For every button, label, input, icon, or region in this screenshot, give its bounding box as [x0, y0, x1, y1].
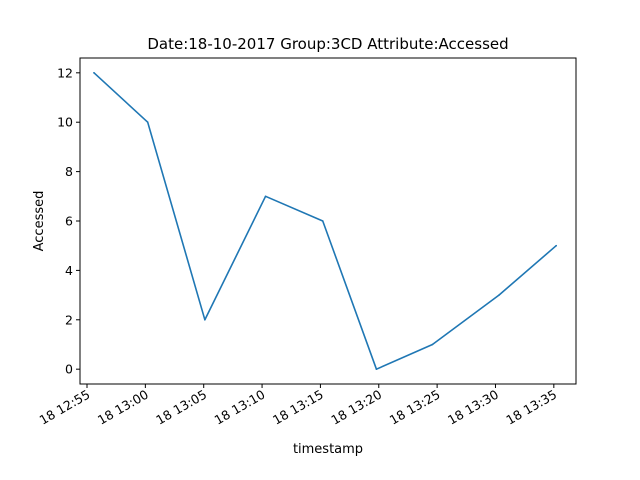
y-tick-label: 6 [65, 214, 73, 229]
series-line [93, 72, 557, 370]
x-tick-label: 18 13:25 [387, 387, 443, 428]
y-tick-label: 2 [65, 312, 73, 327]
x-tick-label: 18 13:05 [153, 387, 209, 428]
x-axis: 18 12:55 18 13:00 18 13:05 18 13:10 18 13:15… [37, 384, 559, 428]
data-point [498, 294, 500, 296]
data-point [375, 368, 378, 370]
x-axis-label: timestamp [293, 442, 363, 457]
y-tick-label: 12 [57, 65, 73, 80]
y-tick-label: 8 [65, 164, 73, 179]
data-point [264, 195, 267, 198]
data-point [431, 343, 434, 346]
x-tick-label: 18 13:30 [445, 387, 501, 428]
chart-title: Date:18-10-2017 Group:3CD Attribute:Acce… [147, 35, 508, 53]
data-point [321, 220, 324, 222]
x-tick-label: 18 13:35 [503, 387, 559, 428]
y-axis: 0 2 4 6 8 10 12 [57, 65, 80, 377]
y-tick-label: 4 [65, 263, 73, 278]
plot-area [93, 72, 557, 370]
x-tick-label: 18 13:00 [95, 387, 151, 428]
y-tick-label: 10 [57, 115, 73, 130]
data-point [146, 121, 149, 124]
x-tick-label: 18 13:20 [328, 387, 384, 428]
x-tick-label: 18 12:55 [37, 387, 93, 428]
data-point [555, 244, 557, 247]
x-tick-label: 18 13:15 [270, 387, 326, 428]
x-tick-label: 18 13:10 [212, 387, 268, 428]
y-axis-label: Accessed [32, 191, 47, 252]
plot-frame [79, 57, 577, 385]
data-point [93, 72, 95, 74]
y-tick-label: 0 [65, 362, 73, 377]
data-point [204, 318, 206, 321]
